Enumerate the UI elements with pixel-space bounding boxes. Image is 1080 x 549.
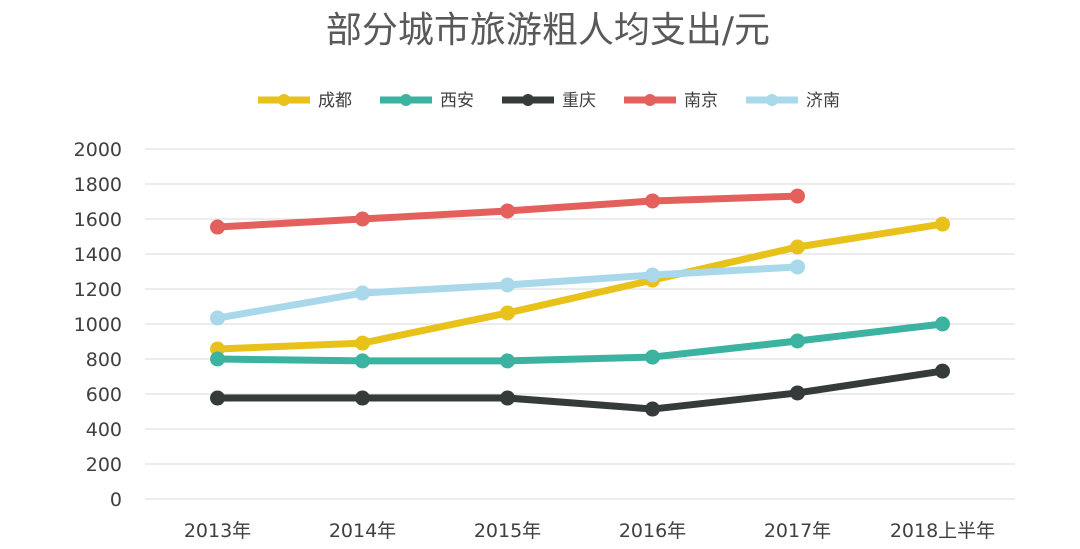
data-point (790, 259, 805, 275)
x-tick-label: 2018上半年 (890, 520, 995, 542)
data-point (355, 335, 370, 351)
chart-title: 部分城市旅游粗人均支出/元 (326, 10, 770, 51)
data-point (645, 349, 660, 365)
legend-label: 重庆 (562, 91, 596, 111)
legend-label: 济南 (806, 91, 840, 111)
legend-marker (522, 94, 534, 106)
data-point (645, 401, 660, 417)
x-tick-label: 2017年 (764, 520, 831, 542)
y-tick-label: 2000 (74, 139, 122, 161)
data-point (210, 390, 225, 406)
y-tick-label: 1400 (74, 244, 122, 266)
data-point (645, 193, 660, 209)
y-tick-label: 0 (110, 489, 122, 511)
data-point (790, 385, 805, 401)
series-line-成都 (217, 220, 944, 353)
legend-marker (644, 94, 656, 106)
data-point (355, 390, 370, 406)
data-point (355, 285, 370, 301)
data-point (500, 203, 515, 219)
series-line-重庆 (217, 367, 944, 413)
y-tick-label: 600 (86, 384, 122, 406)
y-tick-label: 400 (86, 419, 122, 441)
data-point (790, 239, 805, 255)
data-point (355, 211, 370, 227)
data-point (645, 267, 660, 283)
legend-marker (278, 94, 290, 106)
y-tick-label: 1000 (74, 314, 122, 336)
data-point (790, 333, 805, 349)
x-tick-label: 2014年 (329, 520, 396, 542)
legend-label: 南京 (684, 91, 718, 111)
legend-label: 成都 (318, 91, 352, 111)
data-point (935, 216, 950, 232)
data-point (500, 353, 515, 369)
data-point (935, 316, 950, 332)
y-tick-label: 800 (86, 349, 122, 371)
data-point (500, 305, 515, 321)
y-tick-label: 1200 (74, 279, 122, 301)
data-point (210, 351, 225, 367)
series-line-西安 (217, 320, 943, 365)
y-tick-label: 200 (86, 454, 122, 476)
x-tick-label: 2015年 (474, 520, 541, 542)
y-tick-label: 1600 (74, 209, 122, 231)
data-point (210, 219, 225, 235)
data-point (355, 353, 370, 369)
x-tick-label: 2013年 (184, 520, 251, 542)
legend-marker (766, 94, 778, 106)
data-point (210, 310, 225, 326)
data-point (500, 277, 515, 293)
y-tick-label: 1800 (74, 174, 122, 196)
x-tick-label: 2016年 (619, 520, 686, 542)
data-point (935, 363, 950, 379)
legend-marker (400, 94, 412, 106)
legend-label: 西安 (440, 91, 474, 111)
data-point (500, 390, 515, 406)
data-point (790, 188, 805, 204)
